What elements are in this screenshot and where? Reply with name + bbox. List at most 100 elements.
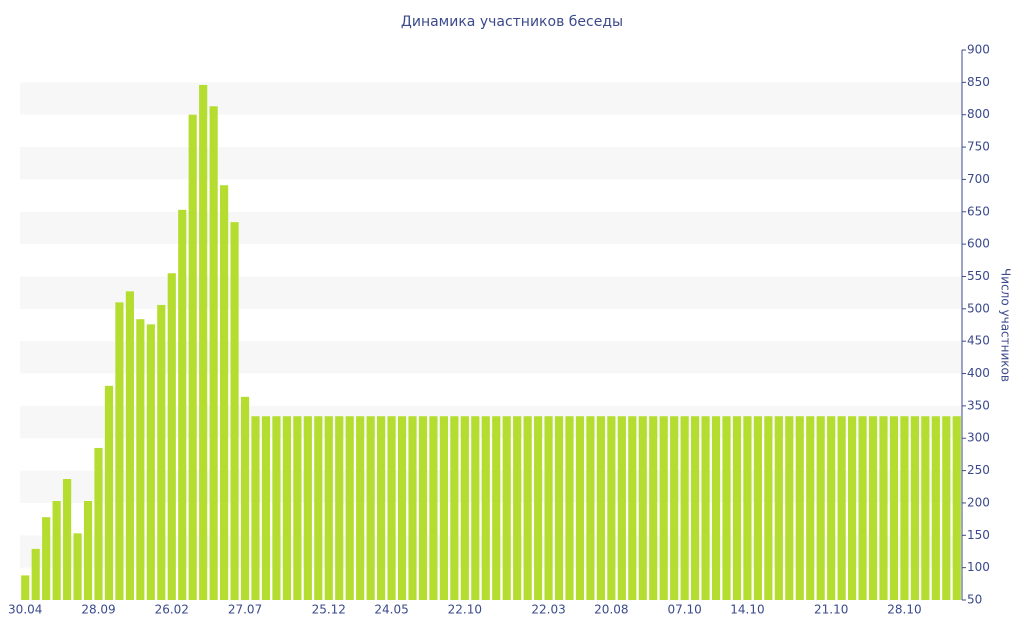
bar xyxy=(691,416,700,600)
bar xyxy=(492,416,501,600)
bar xyxy=(889,416,899,600)
y-tick-label: 700 xyxy=(967,172,990,186)
bar xyxy=(931,416,940,600)
bar xyxy=(554,416,564,600)
bar xyxy=(115,302,124,600)
x-tick-label: 25.12 xyxy=(312,603,346,617)
bar xyxy=(586,416,595,600)
grid-band xyxy=(20,211,962,245)
bar xyxy=(31,548,40,600)
bar xyxy=(335,416,344,600)
x-tick-label: 22.10 xyxy=(448,603,482,617)
bar xyxy=(52,501,61,600)
bar xyxy=(879,416,888,600)
bar xyxy=(534,416,543,600)
bar xyxy=(732,416,742,600)
y-tick-label: 550 xyxy=(967,269,990,283)
bar xyxy=(952,416,961,600)
x-tick-label: 24.05 xyxy=(374,603,408,617)
bar xyxy=(167,273,176,600)
bar xyxy=(575,416,585,600)
bar xyxy=(261,416,271,600)
grid-band xyxy=(20,82,962,115)
bar xyxy=(785,416,794,600)
bar xyxy=(481,416,490,600)
y-tick-label: 750 xyxy=(967,140,990,154)
y-tick-label: 600 xyxy=(967,237,990,251)
grid-band xyxy=(20,276,962,309)
bar xyxy=(377,416,386,600)
bar xyxy=(314,416,323,600)
chart-title: Динамика участников беседы xyxy=(401,14,623,30)
bar xyxy=(293,416,302,600)
bar xyxy=(942,416,951,600)
bar xyxy=(638,416,647,600)
x-tick-label: 14.10 xyxy=(730,603,764,617)
x-tick-label: 20.08 xyxy=(594,603,628,617)
bar xyxy=(94,447,103,600)
x-tick-label: 26.02 xyxy=(155,603,189,617)
x-tick-label: 28.09 xyxy=(81,603,115,617)
y-tick-label: 400 xyxy=(967,366,990,380)
bar xyxy=(240,396,250,600)
y-axis-title: Число участников xyxy=(999,268,1013,382)
y-tick-label: 200 xyxy=(967,495,990,509)
y-tick-label: 650 xyxy=(967,204,990,218)
grid-band xyxy=(20,147,962,180)
bar xyxy=(199,84,208,601)
bar xyxy=(502,416,511,600)
bar xyxy=(565,416,574,600)
bar xyxy=(104,385,114,600)
bar xyxy=(251,416,260,600)
grid-band xyxy=(20,341,962,374)
bar xyxy=(418,416,428,600)
bar xyxy=(806,416,815,600)
y-tick-label: 900 xyxy=(967,43,990,57)
bar xyxy=(670,416,679,600)
bar xyxy=(356,416,365,600)
y-tick-label: 150 xyxy=(967,528,990,542)
bar xyxy=(544,416,553,600)
x-tick-label: 07.10 xyxy=(667,603,701,617)
bar xyxy=(230,222,239,600)
bar xyxy=(753,416,762,600)
grid-band xyxy=(20,470,962,503)
y-tick-label: 800 xyxy=(967,107,990,121)
x-tick-label: 27.07 xyxy=(228,603,262,617)
y-tick-label: 850 xyxy=(967,75,990,89)
grid-band xyxy=(20,535,962,568)
bar xyxy=(303,416,312,600)
bar xyxy=(921,416,930,600)
bar xyxy=(157,304,166,600)
bar xyxy=(837,416,846,600)
bar xyxy=(429,416,438,600)
bar xyxy=(513,416,522,600)
bar xyxy=(324,416,333,600)
y-tick-label: 300 xyxy=(967,431,990,445)
bar xyxy=(439,416,448,600)
bar xyxy=(816,416,825,600)
bar xyxy=(63,479,72,600)
bar xyxy=(178,209,187,600)
bar xyxy=(617,416,626,600)
bar xyxy=(272,416,281,600)
bar xyxy=(136,319,145,600)
bar xyxy=(450,416,459,600)
x-tick-label: 28.10 xyxy=(887,603,921,617)
bar xyxy=(910,416,919,600)
bar xyxy=(21,575,30,600)
bar xyxy=(774,416,783,600)
bar xyxy=(701,416,710,600)
y-tick-label: 500 xyxy=(967,301,990,315)
x-tick-label: 21.10 xyxy=(814,603,848,617)
y-tick-label: 50 xyxy=(967,593,982,607)
bar xyxy=(397,416,407,600)
bar xyxy=(848,416,857,600)
bar xyxy=(680,416,689,600)
x-tick-label: 22.03 xyxy=(531,603,565,617)
bar xyxy=(628,416,637,600)
bar xyxy=(345,416,354,600)
x-tick-label: 30.04 xyxy=(8,603,42,617)
bar xyxy=(711,416,721,600)
